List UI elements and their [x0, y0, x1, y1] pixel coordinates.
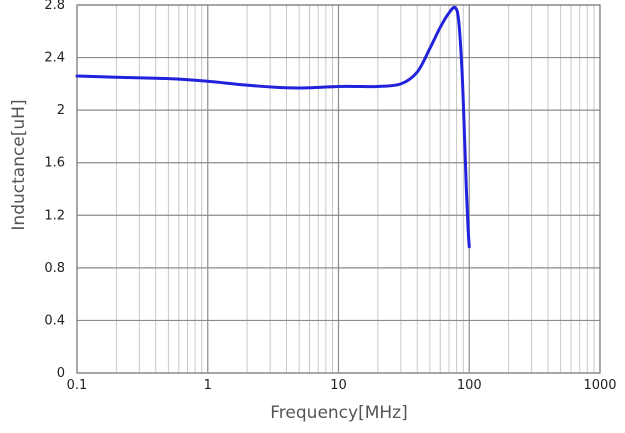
grid: [76, 4, 601, 374]
x-axis-title: Frequency[MHz]: [270, 403, 407, 423]
y-axis-title: Inductance[uH]: [9, 99, 29, 230]
x-tick-label: 1000: [583, 378, 616, 393]
y-tick-label: 1.6: [44, 156, 65, 171]
x-tick-label: 0.1: [67, 378, 88, 393]
y-tick-label: 1.2: [44, 208, 65, 223]
y-tick-label: 2: [57, 103, 65, 118]
tick-labels: 0.1 1 10 100 1000 0 0.4 0.8 1.2 1.6 2 2.4 2.8: [44, 0, 616, 393]
x-tick-label: 1: [204, 378, 212, 393]
y-tick-label: 0.4: [44, 313, 65, 328]
x-tick-label: 100: [457, 378, 482, 393]
plot-frame: [76, 4, 601, 374]
y-tick-label: 2.4: [44, 51, 65, 66]
inductance-series-line: [75, 5, 471, 249]
y-tick-label: 2.8: [44, 0, 65, 13]
series-layer: [75, 5, 471, 249]
x-tick-label: 10: [330, 378, 347, 393]
y-tick-label: 0: [57, 366, 65, 381]
y-tick-label: 0.8: [44, 261, 65, 276]
